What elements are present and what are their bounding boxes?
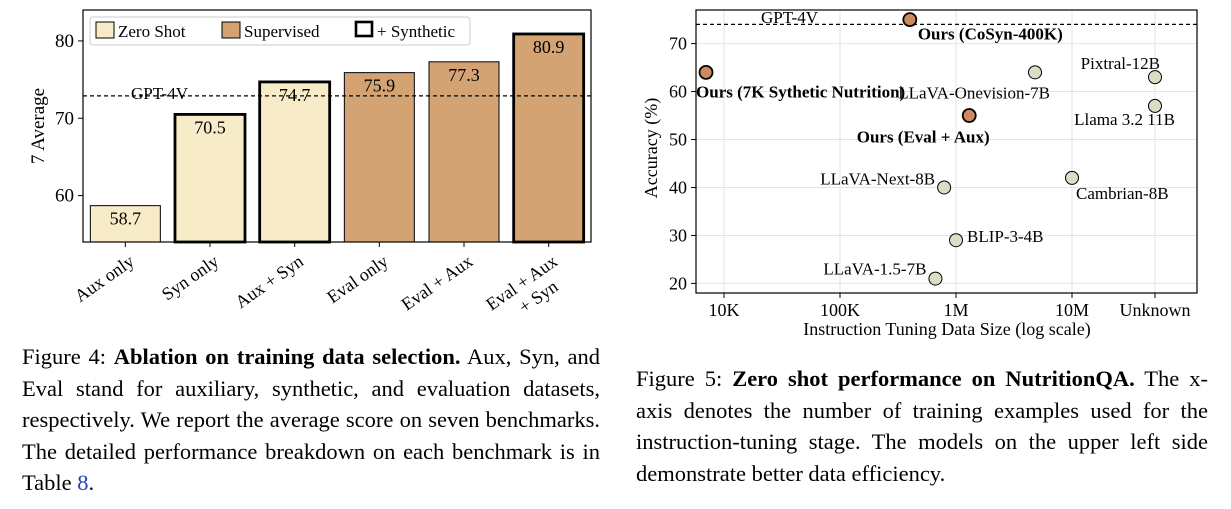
x-tick-label: 10K <box>709 300 740 320</box>
point-label-llava-1-5-7b: LLaVA-1.5-7B <box>823 260 926 279</box>
legend-swatch-synthetic <box>354 20 374 38</box>
y-tick-label: 60 <box>55 186 74 207</box>
bar-eval-aux <box>428 61 500 243</box>
bar-value-label: 70.5 <box>194 117 226 137</box>
bar-aux-syn <box>258 80 332 244</box>
y-tick-label: 20 <box>669 273 687 293</box>
legend-label-synthetic: + Synthetic <box>377 22 456 41</box>
point-label-llava-onevision-7b: LLaVA-Onevision-7B <box>898 83 1050 102</box>
point-llama-3-2-11b <box>1148 98 1162 113</box>
figure-5-label: Figure 5: <box>636 366 723 391</box>
y-tick-label: 30 <box>669 225 687 245</box>
nutritionqa-scatter-chart: GPT-4V Ours (CoSyn-400K) Ours (7K Sytheti… <box>641 8 1198 340</box>
figure-4-end: . <box>88 470 95 495</box>
figure-4-caption: Figure 4: Ablation on training data sele… <box>22 341 600 499</box>
ablation-bar-chart: GPT-4V 58.7 70.5 74.7 75.9 77.3 80.9 60 70 80 7… <box>28 9 592 332</box>
legend-label-supervised: Supervised <box>244 22 320 41</box>
point-ours-cosyn-400k <box>902 12 918 27</box>
gpt4v-reference-label: GPT-4V <box>131 84 189 103</box>
point-llava-1-5-7b <box>928 271 943 286</box>
point-pixtral-12b <box>1148 70 1162 85</box>
figure-4-text: Aux, Syn, and Eval stand for auxiliary, … <box>22 344 601 495</box>
point-label-blip-3-4b: BLIP-3-4B <box>967 227 1044 246</box>
point-label-llama-3-2-11b: Llama 3.2 11B <box>1074 110 1175 129</box>
x-tick-label-eval-aux-syn: Eval + Aux+ Syn <box>482 251 573 332</box>
x-tick-label-aux-only: Aux only <box>71 251 138 306</box>
y-tick-label: 70 <box>55 108 74 129</box>
y-tick-label: 40 <box>669 177 687 197</box>
point-cambrian-8b <box>1065 170 1079 185</box>
bar-value-label: 80.9 <box>533 37 565 57</box>
point-llava-next-8b <box>937 180 952 195</box>
bar-syn-only <box>173 113 247 244</box>
figure-5-caption: Figure 5: Zero shot performance on Nutri… <box>636 363 1208 489</box>
y-tick-label: 60 <box>669 82 687 102</box>
point-blip-3-4b <box>949 233 963 248</box>
figure-5-title: Zero shot performance on NutritionQA. <box>732 366 1135 391</box>
bar-value-label: 74.7 <box>279 85 311 105</box>
point-label-ours-eval-aux: Ours (Eval + Aux) <box>857 128 990 147</box>
figure-5-text: The x-axis denotes the number of trainin… <box>636 366 1208 486</box>
point-ours-7k-sythetic-nutrition <box>698 64 714 80</box>
x-tick-label: 10M <box>1055 300 1089 320</box>
point-label-ours-7k-sythetic-nutrition: Ours (7K Sythetic Nutrition) <box>696 82 905 101</box>
x-tick-label: 100K <box>820 300 860 320</box>
x-tick-label-eval-aux: Eval + Aux <box>398 251 477 315</box>
bar-value-label: 58.7 <box>110 209 142 229</box>
figure-4-label: Figure 4: <box>22 344 107 369</box>
x-tick-label-aux-syn: Aux + Syn <box>231 251 307 312</box>
bar-value-label: 75.9 <box>364 76 396 96</box>
point-label-cambrian-8b: Cambrian-8B <box>1076 184 1169 203</box>
legend: Zero Shot Supervised + Synthetic <box>89 16 471 46</box>
y-axis-label: Accuracy (%) <box>641 98 662 198</box>
x-tick-label: 1M <box>943 300 968 320</box>
bar-aux-only <box>89 205 161 243</box>
x-tick-label-eval-only: Eval only <box>323 251 391 307</box>
y-tick-label: 50 <box>669 130 687 150</box>
figure-4-title: Ablation on training data selection. <box>113 344 461 369</box>
point-label-llava-next-8b: LLaVA-Next-8B <box>820 169 935 188</box>
legend-label-zero-shot: Zero Shot <box>118 22 186 41</box>
legend-swatch-supervised <box>221 21 241 39</box>
y-axis-label: 7 Average <box>28 88 49 164</box>
point-llava-onevision-7b <box>1028 65 1043 80</box>
x-tick-label: Unknown <box>1120 300 1191 320</box>
plot-frame <box>695 9 1198 294</box>
point-ours-eval-aux <box>961 108 977 123</box>
legend-swatch-zero-shot <box>95 21 115 39</box>
y-tick-label: 80 <box>55 31 74 52</box>
x-tick-label-syn-only: Syn only <box>158 251 222 304</box>
plot-frame <box>82 9 592 243</box>
bar-eval-aux-syn <box>512 32 586 244</box>
point-label-ours-cosyn-400k: Ours (CoSyn-400K) <box>918 25 1063 44</box>
table-8-link[interactable]: 8 <box>77 470 89 495</box>
y-tick-label: 70 <box>669 34 687 54</box>
point-label-pixtral-12b: Pixtral-12B <box>1081 54 1160 73</box>
bar-value-label: 77.3 <box>448 65 480 85</box>
bar-eval-only <box>343 72 415 243</box>
gpt4v-reference-label: GPT-4V <box>761 8 819 27</box>
x-axis-label: Instruction Tuning Data Size (log scale) <box>803 319 1090 340</box>
